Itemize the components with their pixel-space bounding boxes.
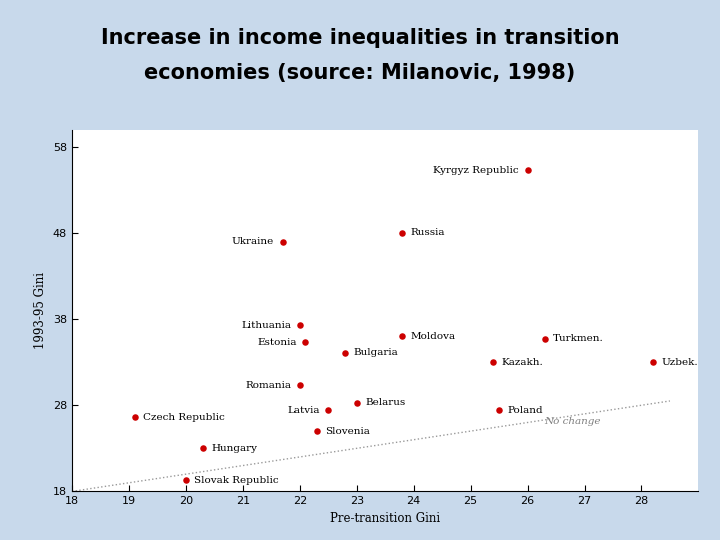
Text: Kazakh.: Kazakh. bbox=[502, 357, 544, 367]
Point bbox=[647, 358, 659, 367]
Text: Ukraine: Ukraine bbox=[232, 237, 274, 246]
Text: Increase in income inequalities in transition: Increase in income inequalities in trans… bbox=[101, 28, 619, 48]
Text: Bulgaria: Bulgaria bbox=[354, 348, 399, 357]
Y-axis label: 1993-95 Gini: 1993-95 Gini bbox=[35, 272, 48, 349]
Text: Latvia: Latvia bbox=[287, 406, 320, 415]
Point bbox=[294, 381, 305, 390]
Point bbox=[487, 358, 499, 367]
Text: Poland: Poland bbox=[508, 406, 544, 415]
Text: Romania: Romania bbox=[246, 381, 291, 390]
Point bbox=[277, 237, 289, 246]
Point bbox=[539, 335, 550, 343]
Point bbox=[340, 348, 351, 357]
Point bbox=[311, 427, 323, 435]
Text: Lithuania: Lithuania bbox=[241, 321, 291, 329]
Point bbox=[351, 399, 362, 407]
Text: Hungary: Hungary bbox=[212, 444, 258, 453]
Text: Moldova: Moldova bbox=[411, 332, 456, 341]
X-axis label: Pre-transition Gini: Pre-transition Gini bbox=[330, 512, 440, 525]
Point bbox=[397, 228, 408, 237]
Point bbox=[323, 406, 334, 415]
Point bbox=[522, 166, 534, 174]
Point bbox=[129, 413, 140, 422]
Text: Czech Republic: Czech Republic bbox=[143, 413, 225, 422]
Point bbox=[197, 444, 209, 453]
Text: Estonia: Estonia bbox=[258, 338, 297, 347]
Point bbox=[180, 476, 192, 484]
Point bbox=[493, 406, 505, 415]
Text: Russia: Russia bbox=[411, 228, 446, 238]
Point bbox=[294, 321, 305, 329]
Text: Kyrgyz Republic: Kyrgyz Republic bbox=[433, 166, 519, 174]
Text: Slovenia: Slovenia bbox=[325, 427, 370, 436]
Text: Uzbek.: Uzbek. bbox=[662, 357, 698, 367]
Text: Slovak Republic: Slovak Republic bbox=[194, 476, 279, 485]
Text: Belarus: Belarus bbox=[365, 398, 405, 407]
Text: No change: No change bbox=[544, 417, 601, 426]
Text: economies (source: Milanovic, 1998): economies (source: Milanovic, 1998) bbox=[145, 63, 575, 83]
Point bbox=[300, 338, 311, 347]
Text: Turkmen.: Turkmen. bbox=[553, 334, 604, 343]
Point bbox=[397, 332, 408, 341]
